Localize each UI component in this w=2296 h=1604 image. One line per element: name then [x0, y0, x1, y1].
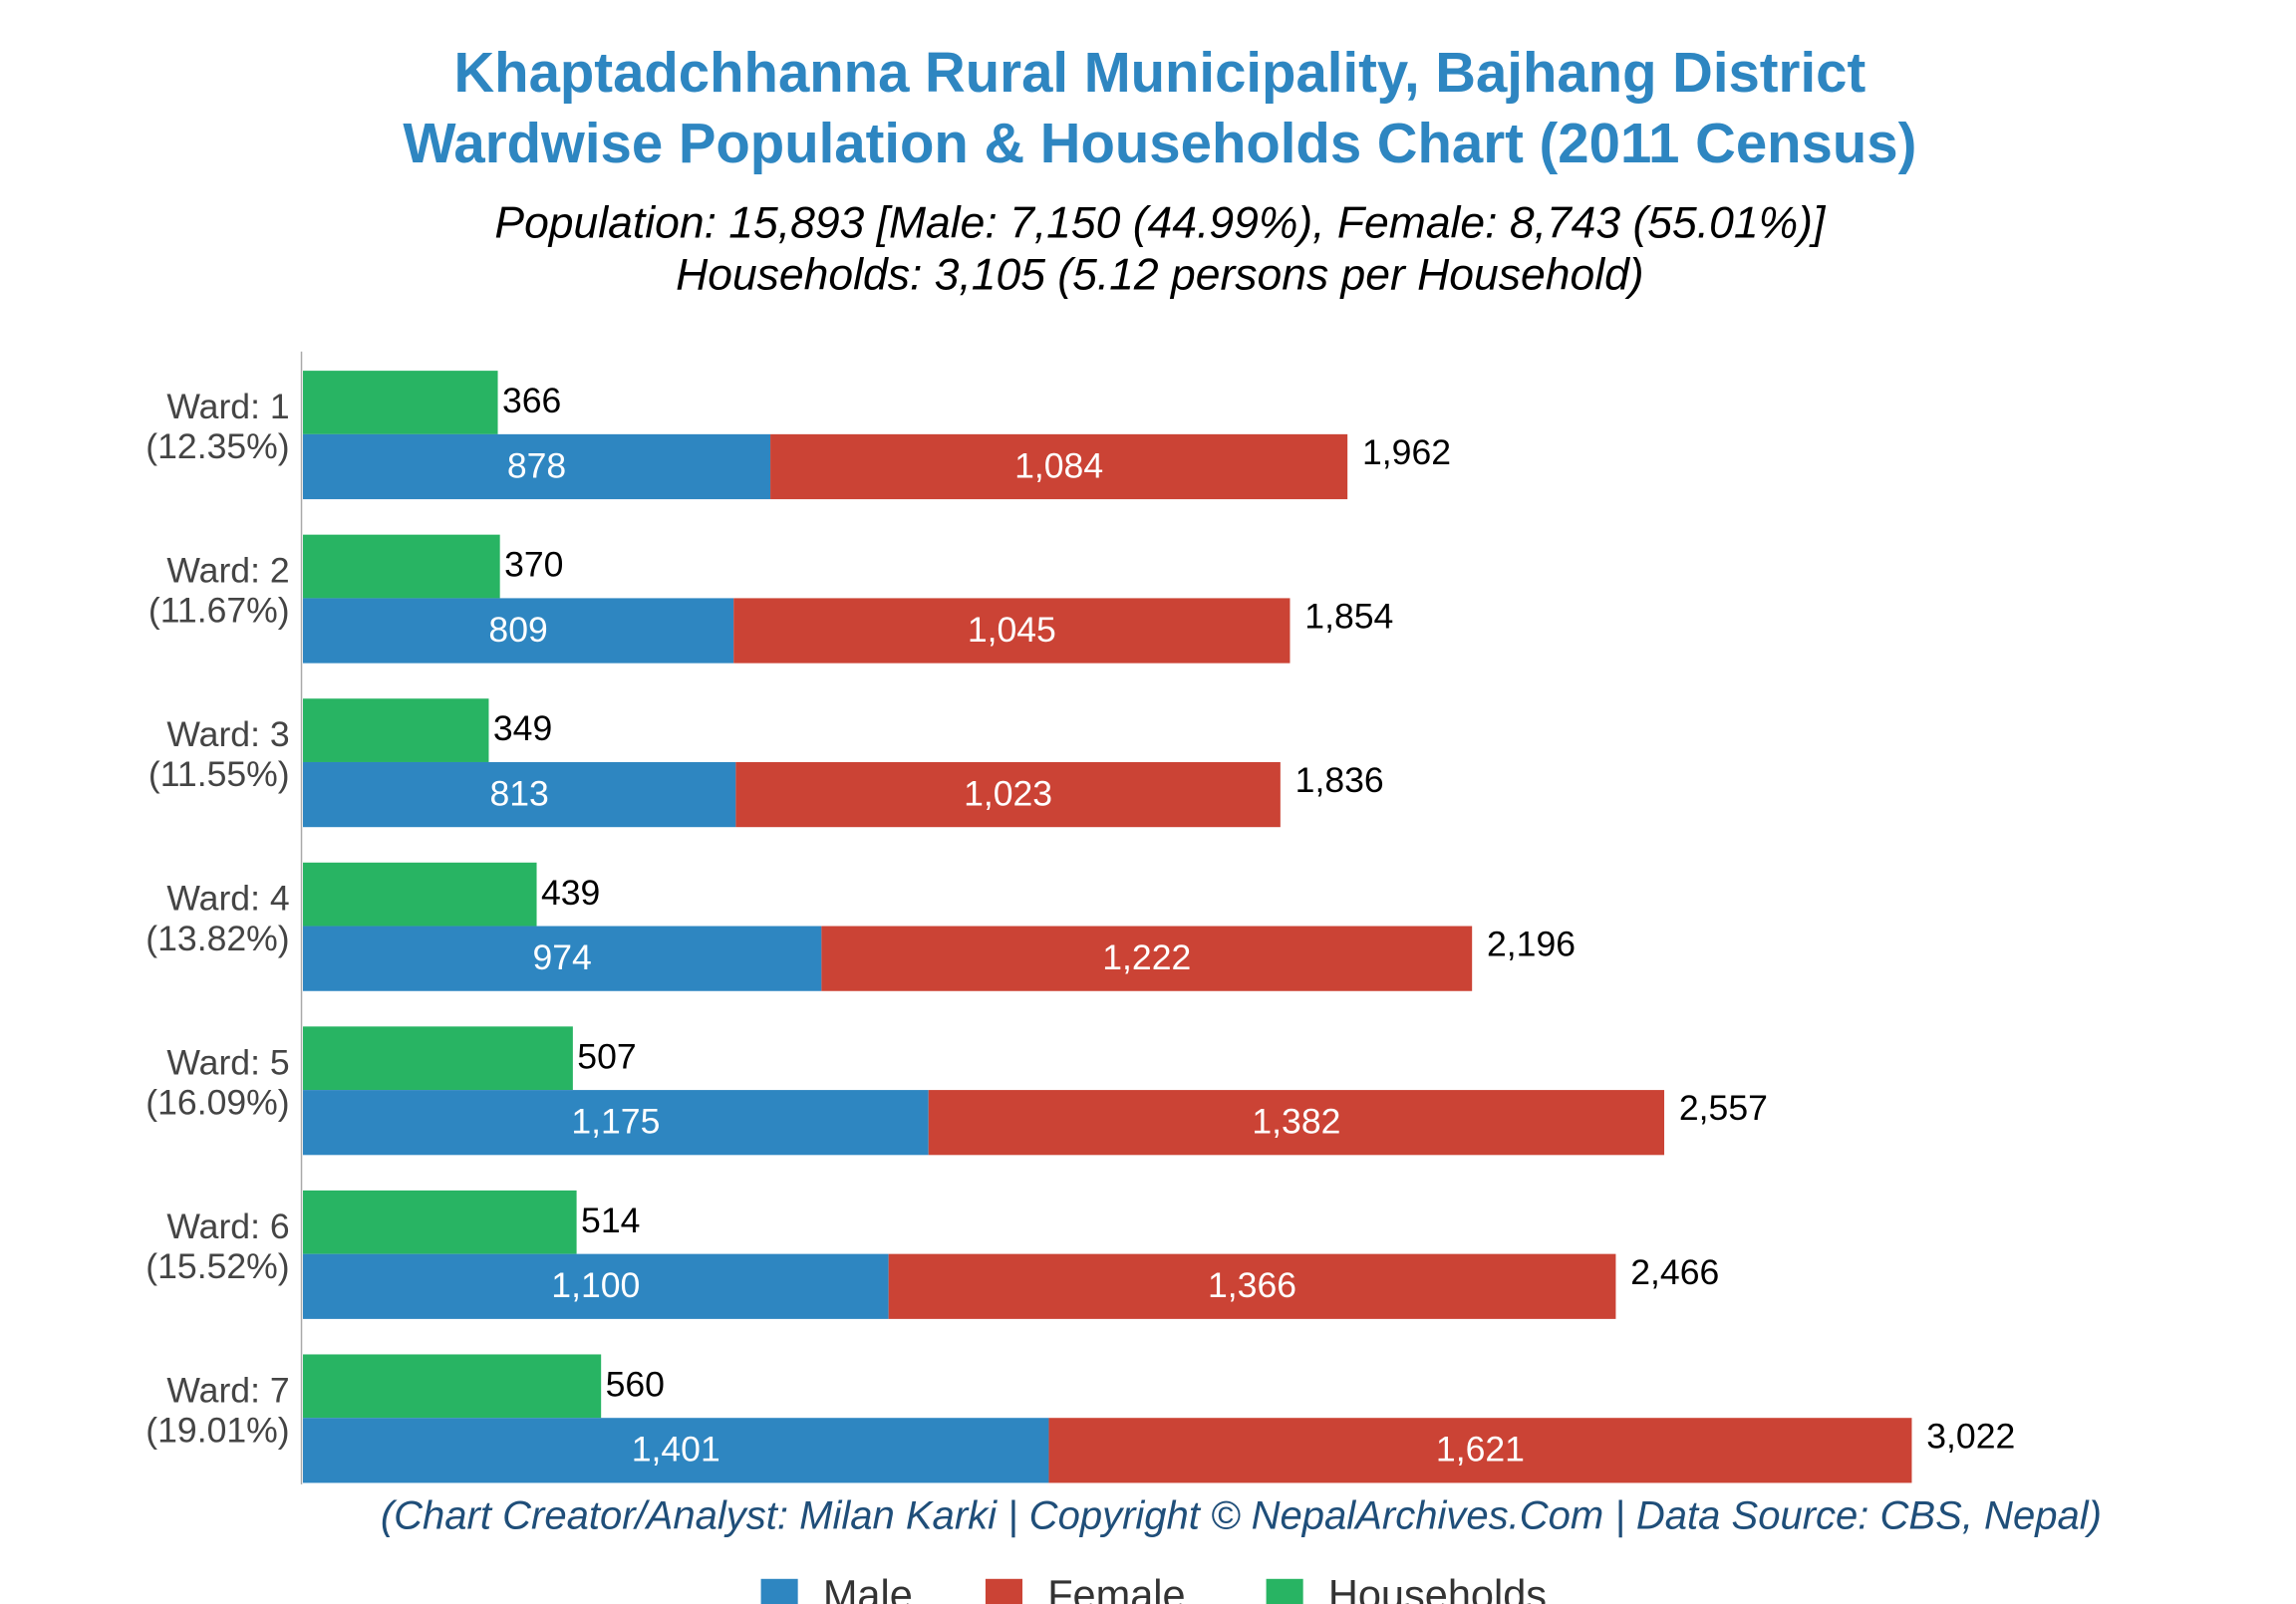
legend-swatch — [1266, 1578, 1303, 1604]
data-label: 366 — [502, 381, 561, 420]
data-label: 370 — [504, 545, 563, 585]
bar — [303, 1253, 889, 1319]
bar — [888, 1253, 1616, 1319]
data-label: 1,084 — [1014, 445, 1103, 485]
data-label: 507 — [577, 1036, 636, 1076]
total-label: 2,466 — [1630, 1252, 1719, 1292]
y-tick-label: (12.35%) — [145, 426, 289, 466]
bar — [1048, 1418, 1912, 1483]
subtitle: Population: 15,893 [Male: 7,150 (44.99%)… — [494, 199, 1827, 248]
total-label: 1,836 — [1295, 760, 1384, 800]
data-label: 1,100 — [551, 1265, 640, 1305]
total-label: 2,196 — [1487, 925, 1576, 964]
data-label: 1,023 — [964, 773, 1052, 813]
legend-swatch — [760, 1578, 798, 1604]
bar — [821, 926, 1473, 991]
bar — [303, 433, 771, 500]
y-tick-label: Ward: 1 — [166, 387, 289, 426]
y-tick-label: Ward: 5 — [166, 1042, 289, 1082]
y-tick-label: (15.52%) — [145, 1246, 289, 1286]
bar — [303, 761, 736, 828]
y-tick-label: (13.82%) — [145, 919, 289, 958]
y-tick-label: (11.55%) — [148, 754, 290, 794]
chart-title: Wardwise Population & Households Chart (… — [403, 112, 1916, 174]
bar — [303, 1026, 573, 1091]
bar — [303, 1190, 577, 1254]
data-label: 1,222 — [1102, 937, 1191, 977]
bar — [733, 598, 1291, 664]
bar — [928, 1090, 1665, 1156]
data-label: 560 — [606, 1364, 665, 1404]
bar — [303, 534, 500, 599]
data-label: 1,621 — [1436, 1430, 1525, 1470]
chart-title: Khaptadchhanna Rural Municipality, Bajha… — [453, 41, 1866, 104]
legend-label: Female — [1047, 1571, 1185, 1604]
bar — [303, 598, 734, 664]
bar — [303, 698, 489, 762]
legend-label: Male — [823, 1571, 913, 1604]
bar — [303, 862, 537, 927]
data-label: 813 — [489, 773, 548, 813]
data-label: 1,045 — [968, 610, 1056, 650]
y-tick-label: Ward: 6 — [166, 1206, 289, 1246]
data-label: 1,401 — [632, 1430, 720, 1470]
y-tick-label: Ward: 7 — [166, 1370, 289, 1410]
bar — [735, 761, 1281, 828]
bar — [303, 371, 498, 434]
data-label: 439 — [541, 873, 600, 913]
data-label: 1,382 — [1252, 1102, 1340, 1142]
y-tick-label: (16.09%) — [145, 1082, 289, 1122]
total-label: 2,557 — [1679, 1088, 1768, 1128]
data-label: 1,175 — [571, 1102, 660, 1142]
y-tick-label: Ward: 3 — [166, 714, 289, 754]
total-label: 1,962 — [1362, 432, 1451, 472]
bar — [303, 926, 822, 991]
y-tick-label: (19.01%) — [145, 1410, 289, 1450]
y-tick-label: (11.67%) — [148, 591, 290, 631]
y-tick-label: Ward: 2 — [166, 551, 289, 591]
data-label: 1,366 — [1208, 1265, 1296, 1305]
data-label: 878 — [507, 445, 566, 485]
data-label: 514 — [581, 1201, 640, 1240]
bar — [770, 433, 1348, 500]
footer: (Chart Creator/Analyst: Milan Karki | Co… — [381, 1494, 2102, 1538]
total-label: 1,854 — [1304, 597, 1393, 637]
bar — [303, 1418, 1049, 1483]
legend-swatch — [985, 1578, 1022, 1604]
subtitle: Households: 3,105 (5.12 persons per Hous… — [676, 250, 1644, 299]
total-label: 3,022 — [1926, 1416, 2015, 1456]
bar — [303, 1354, 602, 1419]
bar — [303, 1090, 929, 1156]
data-label: 974 — [532, 937, 591, 977]
legend-label: Households — [1328, 1571, 1547, 1604]
data-label: 349 — [493, 708, 552, 748]
data-label: 809 — [488, 610, 547, 650]
y-tick-label: Ward: 4 — [166, 879, 289, 919]
